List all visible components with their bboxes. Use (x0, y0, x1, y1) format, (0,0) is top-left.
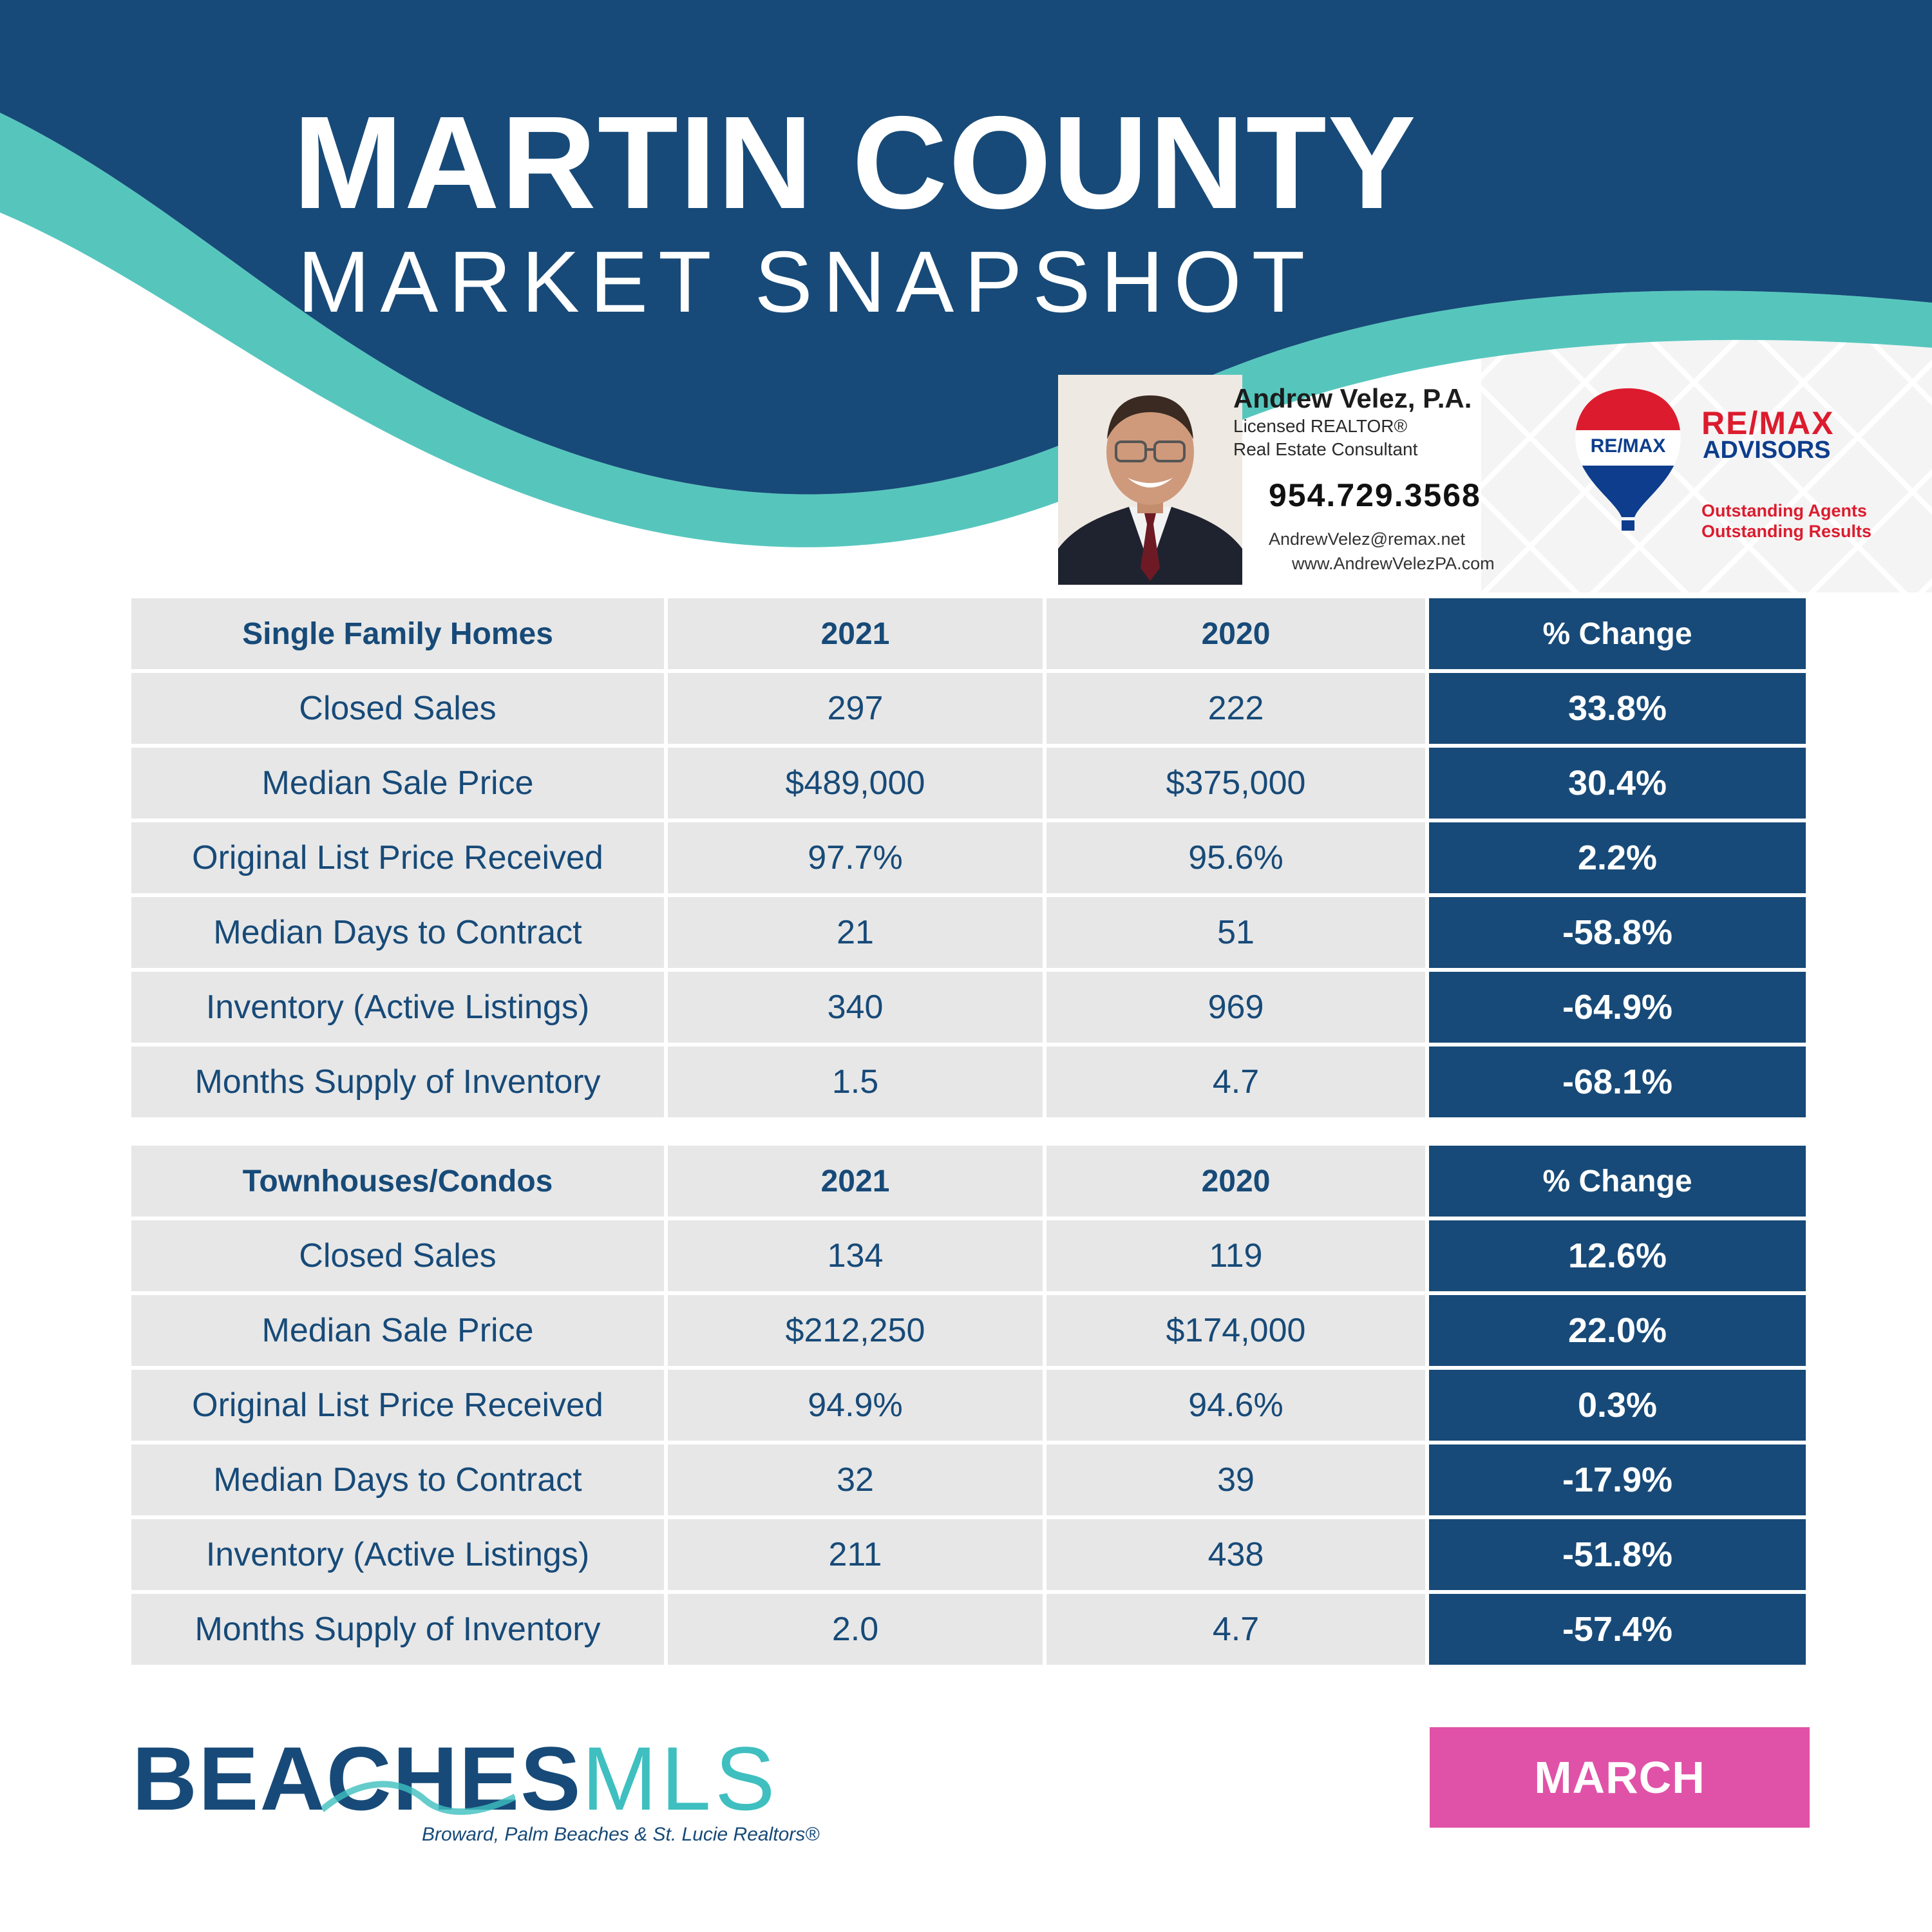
value-2020: 95.6% (1046, 822, 1425, 893)
agent-phone[interactable]: 954.729.3568 (1269, 477, 1481, 513)
page-title: MARTIN COUNTY (293, 89, 1417, 236)
townhouse-condo-table: Townhouses/Condos 2021 2020 % Change Clo… (128, 1142, 1810, 1669)
table-header-2021: 2021 (668, 1146, 1043, 1217)
value-2021: $212,250 (668, 1295, 1043, 1366)
value-2020: 438 (1046, 1519, 1425, 1590)
value-2021: 211 (668, 1519, 1043, 1590)
row-label: Closed Sales (131, 673, 664, 744)
row-label: Inventory (Active Listings) (131, 1519, 664, 1590)
table-row: Closed Sales 297 222 33.8% (131, 673, 1806, 744)
table-row: Original List Price Received 97.7% 95.6%… (131, 822, 1806, 893)
table-row: Median Sale Price $489,000 $375,000 30.4… (131, 748, 1806, 819)
value-2020: 969 (1046, 972, 1425, 1043)
value-change: -57.4% (1429, 1594, 1806, 1665)
remax-balloon-icon: RE/MAX (1570, 385, 1686, 533)
logo-light-text: MLS (582, 1728, 779, 1829)
table-row: Median Days to Contract 21 51 -58.8% (131, 897, 1806, 968)
month-badge: MARCH (1430, 1727, 1810, 1828)
value-2020: 4.7 (1046, 1046, 1425, 1117)
remax-tagline-1: Outstanding Agents (1701, 501, 1867, 520)
value-change: 22.0% (1429, 1295, 1806, 1366)
row-label: Inventory (Active Listings) (131, 972, 664, 1043)
agent-website-link[interactable]: www.AndrewVelezPA.com (1292, 554, 1495, 573)
table-header-change: % Change (1429, 1146, 1806, 1217)
row-label: Original List Price Received (131, 1370, 664, 1441)
value-2021: 94.9% (668, 1370, 1043, 1441)
value-change: -58.8% (1429, 897, 1806, 968)
agent-license: Licensed REALTOR® (1233, 416, 1408, 436)
row-label: Median Sale Price (131, 1295, 664, 1366)
table-header-category: Townhouses/Condos (131, 1146, 664, 1217)
table-row: Inventory (Active Listings) 340 969 -64.… (131, 972, 1806, 1043)
table-header-row: Single Family Homes 2021 2020 % Change (131, 598, 1806, 669)
table-header-change: % Change (1429, 598, 1806, 669)
value-change: 2.2% (1429, 822, 1806, 893)
page-subtitle: MARKET SNAPSHOT (298, 233, 1316, 330)
value-2020: $174,000 (1046, 1295, 1425, 1366)
balloon-label: RE/MAX (1591, 435, 1666, 457)
remax-name: RE/MAX (1701, 405, 1835, 441)
table-row: Closed Sales 134 119 12.6% (131, 1220, 1806, 1291)
row-label: Original List Price Received (131, 822, 664, 893)
value-2021: 297 (668, 673, 1043, 744)
value-change: -68.1% (1429, 1046, 1806, 1117)
value-2020: 222 (1046, 673, 1425, 744)
value-2021: 1.5 (668, 1046, 1043, 1117)
row-label: Months Supply of Inventory (131, 1594, 664, 1665)
value-2021: 97.7% (668, 822, 1043, 893)
value-2021: 340 (668, 972, 1043, 1043)
remax-office: ADVISORS (1703, 437, 1831, 464)
value-2021: 21 (668, 897, 1043, 968)
row-label: Median Days to Contract (131, 1444, 664, 1515)
beaches-mls-logo: BEACHESMLS (132, 1734, 779, 1824)
value-2021: 134 (668, 1220, 1043, 1291)
table-row: Months Supply of Inventory 1.5 4.7 -68.1… (131, 1046, 1806, 1117)
value-2020: $375,000 (1046, 748, 1425, 819)
agent-name: Andrew Velez, P.A. (1233, 383, 1472, 413)
value-change: -64.9% (1429, 972, 1806, 1043)
value-2021: 2.0 (668, 1594, 1043, 1665)
value-change: -51.8% (1429, 1519, 1806, 1590)
table-header-row: Townhouses/Condos 2021 2020 % Change (131, 1146, 1806, 1217)
single-family-table: Single Family Homes 2021 2020 % Change C… (128, 594, 1810, 1121)
logo-tagline: Broward, Palm Beaches & St. Lucie Realto… (422, 1824, 820, 1845)
table-row: Original List Price Received 94.9% 94.6%… (131, 1370, 1806, 1441)
agent-photo (1058, 375, 1242, 585)
table-header-category: Single Family Homes (131, 598, 664, 669)
table-header-2020: 2020 (1046, 598, 1425, 669)
row-label: Closed Sales (131, 1220, 664, 1291)
table-header-2020: 2020 (1046, 1146, 1425, 1217)
value-2020: 39 (1046, 1444, 1425, 1515)
row-label: Median Sale Price (131, 748, 664, 819)
table-row: Months Supply of Inventory 2.0 4.7 -57.4… (131, 1594, 1806, 1665)
value-2020: 119 (1046, 1220, 1425, 1291)
value-2020: 4.7 (1046, 1594, 1425, 1665)
agent-role: Real Estate Consultant (1233, 439, 1418, 459)
row-label: Months Supply of Inventory (131, 1046, 664, 1117)
wave-icon (322, 1781, 515, 1815)
table-row: Median Sale Price $212,250 $174,000 22.0… (131, 1295, 1806, 1366)
table-header-2021: 2021 (668, 598, 1043, 669)
value-2020: 94.6% (1046, 1370, 1425, 1441)
value-2020: 51 (1046, 897, 1425, 968)
agent-email-link[interactable]: AndrewVelez@remax.net (1269, 529, 1466, 549)
value-2021: 32 (668, 1444, 1043, 1515)
value-change: 33.8% (1429, 673, 1806, 744)
value-change: 0.3% (1429, 1370, 1806, 1441)
value-change: -17.9% (1429, 1444, 1806, 1515)
logo-bold-text: BEACHES (132, 1728, 582, 1829)
table-row: Inventory (Active Listings) 211 438 -51.… (131, 1519, 1806, 1590)
value-2021: $489,000 (668, 748, 1043, 819)
remax-tagline-2: Outstanding Results (1701, 522, 1872, 541)
value-change: 30.4% (1429, 748, 1806, 819)
table-row: Median Days to Contract 32 39 -17.9% (131, 1444, 1806, 1515)
value-change: 12.6% (1429, 1220, 1806, 1291)
header-wave-background (0, 0, 1932, 592)
row-label: Median Days to Contract (131, 897, 664, 968)
